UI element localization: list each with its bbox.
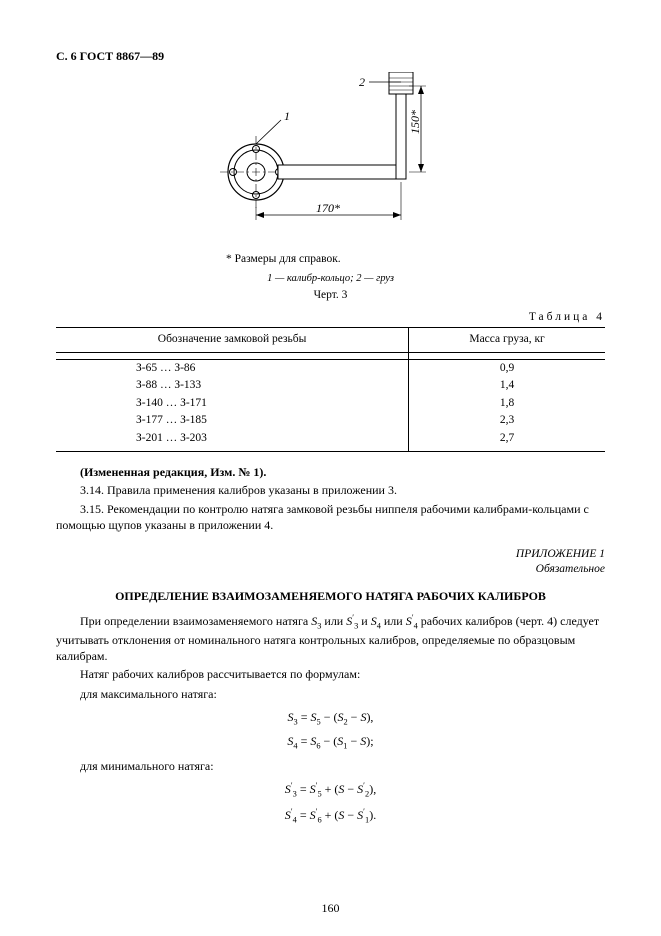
figure-svg: 1 2 170* 150* <box>201 72 461 242</box>
fig-dim-v: 150* <box>408 110 422 134</box>
edit-note: (Измененная редакция, Изм. № 1). <box>56 464 605 480</box>
table-col-1: Масса груза, кг <box>409 328 605 353</box>
table-4: Обозначение замковой резьбы Масса груза,… <box>56 327 605 452</box>
figure-footnote: * Размеры для справок. <box>226 252 605 268</box>
label-max: для максимального натяга: <box>56 686 605 702</box>
formula-4: S′4 = S′6 + (S − S′1). <box>56 806 605 826</box>
table-col-0: Обозначение замковой резьбы <box>56 328 409 353</box>
appendix-header: ПРИЛОЖЕНИЕ 1 Обязательное <box>56 547 605 578</box>
table-row: З-88 … З-1331,4 <box>56 377 605 395</box>
table-label: Таблица 4 <box>56 310 605 326</box>
figure-legend: 1 — калибр-кольцо; 2 — груз <box>56 272 605 286</box>
intro-para-1: При определении взаимозаменяемого натяга… <box>56 612 605 664</box>
table-row: З-65 … З-860,9 <box>56 359 605 377</box>
fig-callout-2: 2 <box>359 75 365 89</box>
fig-callout-1: 1 <box>284 109 290 123</box>
page-header: С. 6 ГОСТ 8867—89 <box>56 48 605 64</box>
formula-2: S4 = S6 − (S1 − S); <box>56 733 605 752</box>
intro-para-2: Натяг рабочих калибров рассчитывается по… <box>56 666 605 682</box>
figure-caption: Черт. 3 <box>56 288 605 304</box>
label-min: для минимального натяга: <box>56 758 605 774</box>
page-number: 160 <box>0 901 661 916</box>
formula-1: S3 = S5 − (S2 − S), <box>56 709 605 728</box>
p-3-15: 3.15. Рекомендации по контролю натяга за… <box>56 501 605 533</box>
section-title: ОПРЕДЕЛЕНИЕ ВЗАИМОЗАМЕНЯЕМОГО НАТЯГА РАБ… <box>56 588 605 604</box>
table-row: З-201 … З-2032,7 <box>56 430 605 452</box>
figure-3: 1 2 170* 150* <box>56 72 605 246</box>
table-row: З-177 … З-1852,3 <box>56 412 605 430</box>
formula-3: S′3 = S′5 + (S − S′2), <box>56 780 605 800</box>
table-row: З-140 … З-1711,8 <box>56 395 605 413</box>
p-3-14: 3.14. Правила применения калибров указан… <box>56 482 605 498</box>
fig-dim-h: 170* <box>316 201 340 215</box>
